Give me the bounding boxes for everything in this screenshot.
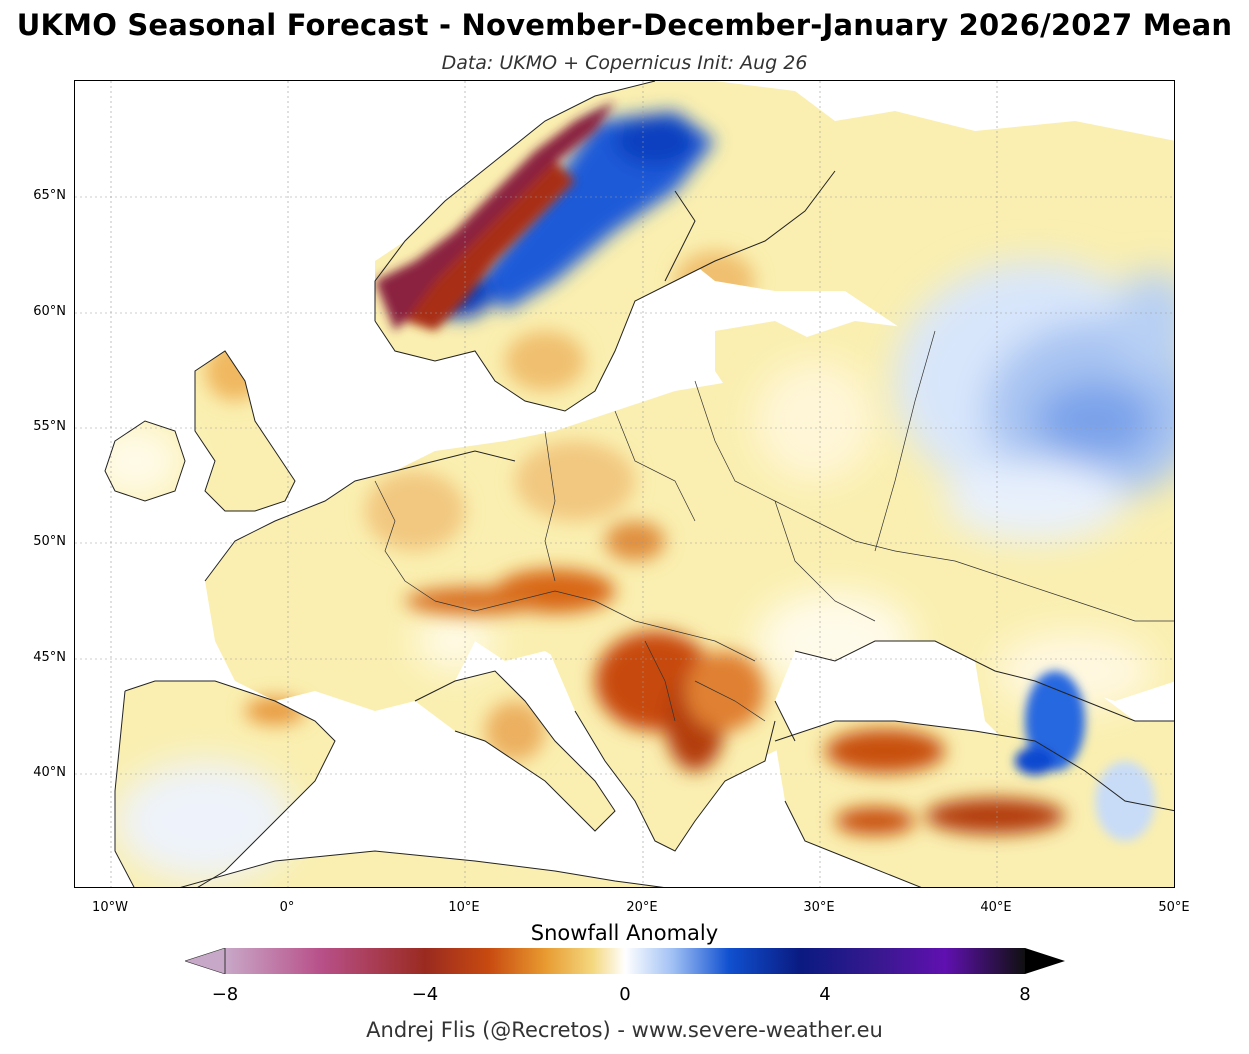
lat-label-60n: 60°N <box>33 304 66 319</box>
colorbar-tick-neg4: −4 <box>411 984 439 1005</box>
lat-label-65n: 65°N <box>33 188 66 203</box>
lat-label-40n: 40°N <box>33 765 66 780</box>
colorbar-extend-max <box>1025 948 1065 974</box>
lon-label-30e: 30°E <box>803 900 835 915</box>
lon-label-10w: 10°W <box>92 900 128 915</box>
lon-label-10e: 10°E <box>448 900 480 915</box>
lat-label-50n: 50°N <box>33 534 66 549</box>
lat-label-55n: 55°N <box>33 419 66 434</box>
credit-line[interactable]: Andrej Flis (@Recretos) - www.severe-wea… <box>366 1018 883 1042</box>
lon-label-20e: 20°E <box>626 900 658 915</box>
coastlines <box>104 81 1174 887</box>
map-panel <box>74 80 1175 888</box>
map-title: UKMO Seasonal Forecast - November-Decemb… <box>16 8 1233 42</box>
land-field <box>105 81 1174 887</box>
lon-label-40e: 40°E <box>980 900 1012 915</box>
colorbar-tick-0: 0 <box>619 984 631 1005</box>
colorbar-tick-neg8: −8 <box>211 984 239 1005</box>
colorbar-title: Snowfall Anomaly <box>530 921 719 945</box>
gridlines <box>75 81 1174 887</box>
lon-label-0: 0° <box>279 900 295 915</box>
colorbar-extend-min <box>185 948 226 974</box>
snowfall-anomaly-map <box>75 81 1174 887</box>
lon-label-50e: 50°E <box>1158 900 1190 915</box>
colorbar <box>185 948 1065 974</box>
colorbar-tick-8: 8 <box>1019 984 1031 1005</box>
lat-label-45n: 45°N <box>33 650 66 665</box>
borders <box>374 330 1174 722</box>
map-subtitle: Data: UKMO + Copernicus Init: Aug 26 <box>441 52 808 74</box>
colorbar-tick-4: 4 <box>819 984 831 1005</box>
colorbar-gradient <box>225 948 1025 974</box>
